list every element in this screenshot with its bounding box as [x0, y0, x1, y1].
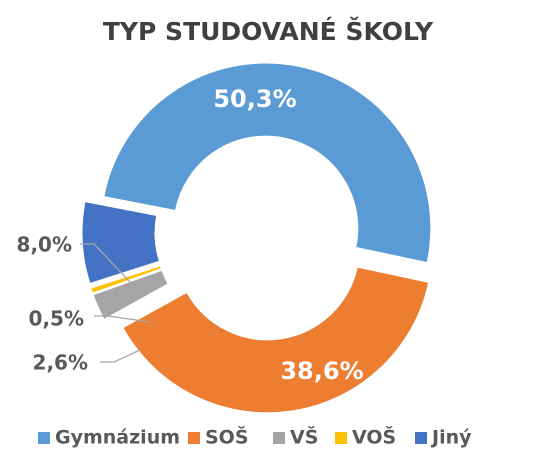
- legend-swatch: [188, 432, 200, 444]
- chart-title: TYP STUDOVANÉ ŠKOLY: [103, 16, 434, 46]
- legend-label: SOŠ: [205, 425, 249, 449]
- leader-line: [94, 315, 151, 323]
- data-label: 0,5%: [29, 307, 84, 331]
- donut-slice: [90, 265, 162, 294]
- legend-swatch: [38, 432, 50, 444]
- legend-label: VŠ: [290, 425, 318, 449]
- legend-label: VOŠ: [352, 425, 396, 449]
- donut-slice: [81, 200, 161, 285]
- data-label: 38,6%: [280, 357, 363, 385]
- data-label: 8,0%: [17, 233, 72, 257]
- donut-slice: [92, 269, 169, 320]
- donut-slice: [122, 266, 430, 414]
- legend-label: Gymnázium: [55, 427, 180, 449]
- donut-slice: [103, 62, 432, 264]
- legend-swatch: [415, 432, 427, 444]
- data-label: 50,3%: [213, 85, 296, 113]
- data-label: 2,6%: [33, 351, 88, 375]
- legend-swatch: [335, 432, 347, 444]
- legend-label: Jiný: [430, 427, 472, 449]
- legend-swatch: [273, 432, 285, 444]
- leader-line: [100, 349, 141, 363]
- leader-line: [80, 243, 133, 285]
